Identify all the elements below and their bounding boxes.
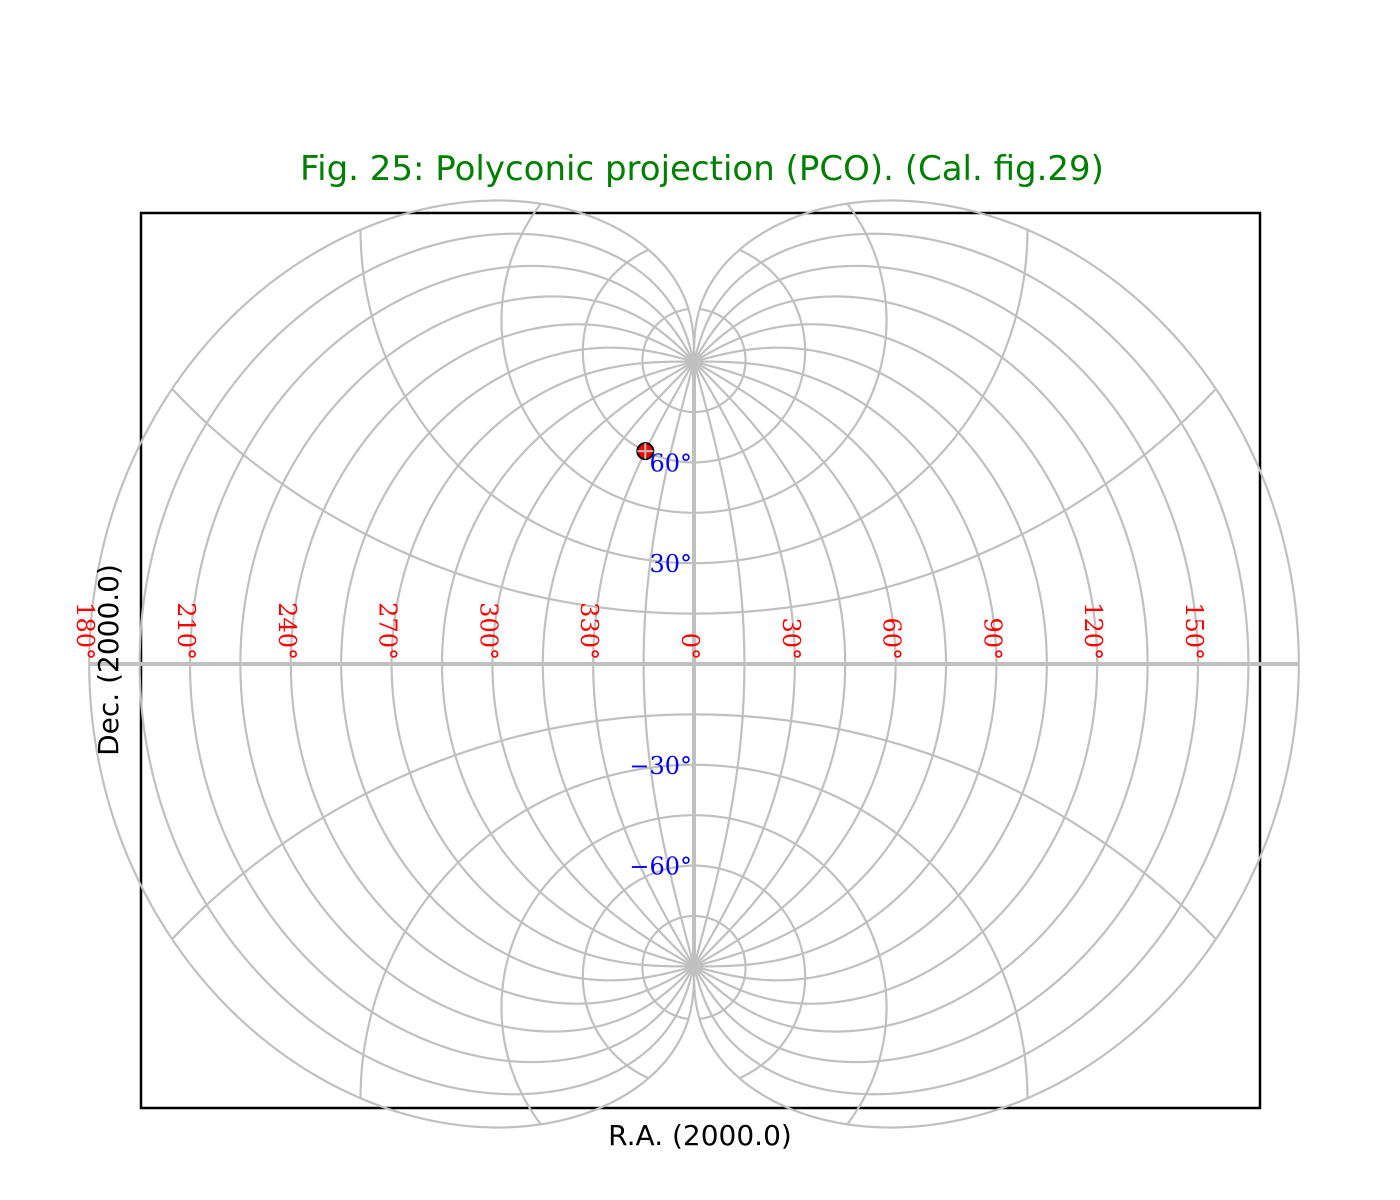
parallel-line (359, 763, 1029, 1099)
lat-tick-label: −60° (629, 853, 692, 881)
parallel-line (581, 864, 807, 1080)
parallel-line (641, 308, 747, 414)
y-axis-label: Dec. (2000.0) (92, 564, 125, 756)
marker-cross (637, 443, 654, 460)
parallel-line (500, 814, 888, 1125)
marker (636, 442, 655, 461)
lat-tick-label: 60° (649, 449, 692, 477)
lon-tick-label: 60° (878, 617, 906, 660)
lon-tick-label: 300° (474, 602, 502, 660)
lon-tick-label: 240° (273, 602, 301, 660)
chart-title: Fig. 25: Polyconic projection (PCO). (Ca… (300, 149, 1104, 189)
lat-tick-label: −30° (629, 752, 692, 780)
lon-tick-label: 210° (172, 602, 200, 660)
plot-frame (139, 211, 1262, 1110)
lon-tick-label: 30° (777, 617, 805, 660)
parallel-line (171, 388, 1217, 615)
parallel-line (500, 203, 888, 514)
parallel-line (171, 713, 1217, 940)
lon-tick-label: 330° (575, 602, 603, 660)
lon-tick-label: 120° (1079, 602, 1107, 660)
parallel-line (641, 914, 747, 1020)
lon-tick-label: 180° (71, 602, 99, 660)
lon-tick-label: 0° (676, 633, 704, 660)
lat-tick-label: 30° (649, 550, 692, 578)
graticule (88, 199, 1300, 1129)
lon-tick-label: 270° (374, 602, 402, 660)
parallel-line (581, 248, 807, 464)
parallel-line (359, 229, 1029, 565)
graticule-labels: 150° 120° 90° 60° 30° 0° 330° 300° 270° 240° 210° 1… (71, 449, 1208, 880)
x-axis-label: R.A. (2000.0) (608, 1119, 792, 1152)
lon-tick-label: 150° (1180, 602, 1208, 660)
lon-tick-label: 90° (978, 617, 1006, 660)
